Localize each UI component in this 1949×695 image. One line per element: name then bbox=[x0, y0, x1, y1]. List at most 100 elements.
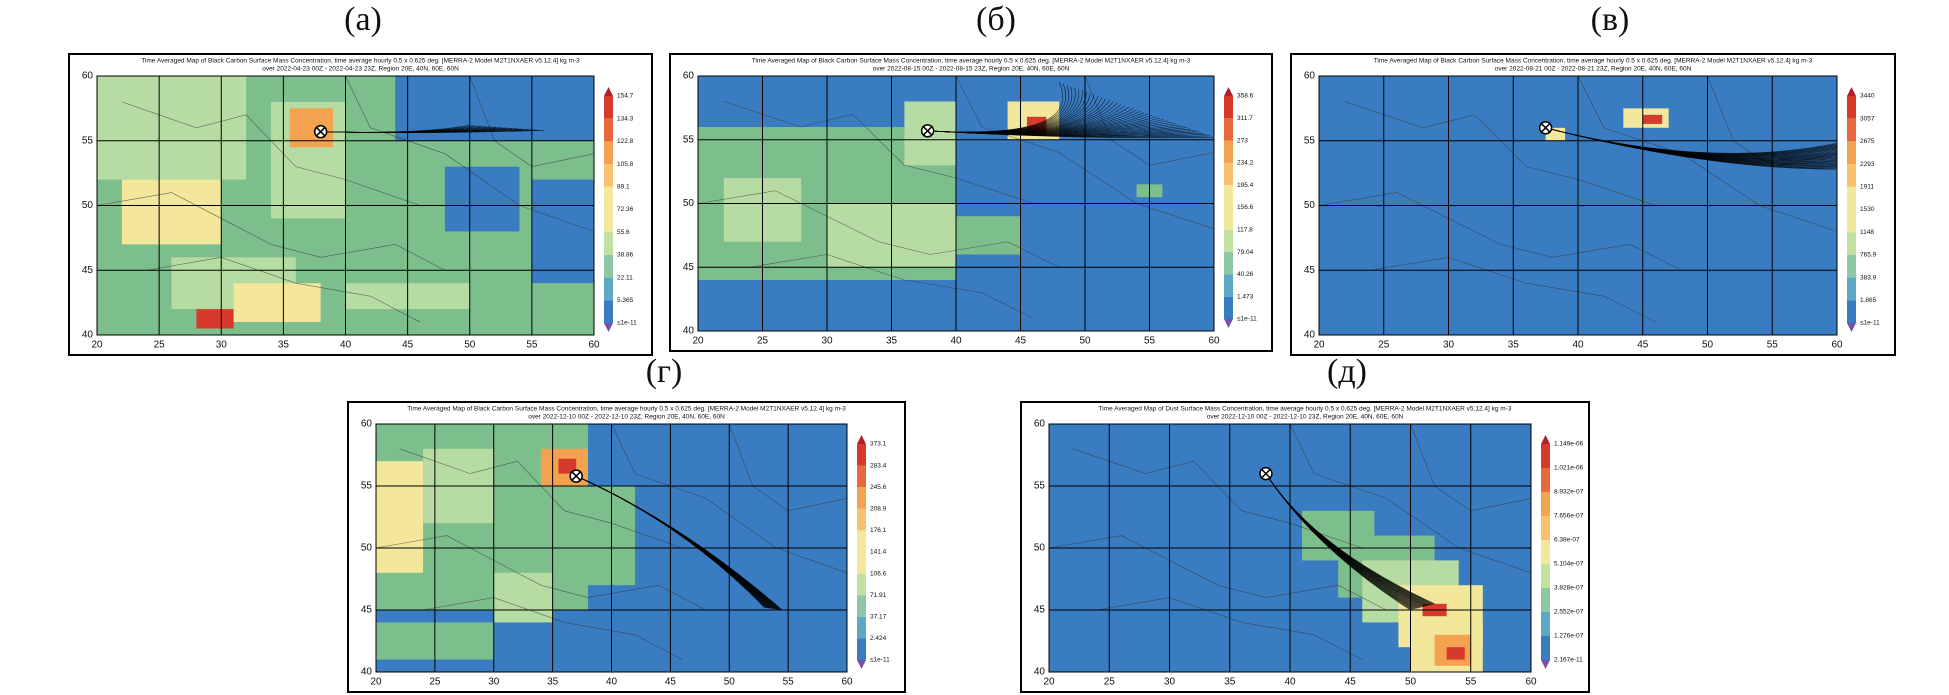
concentration-patch bbox=[444, 166, 520, 232]
colorbar-arrow bbox=[1541, 660, 1550, 669]
colorbar-segment bbox=[1224, 229, 1233, 253]
colorbar-segment bbox=[1847, 277, 1856, 301]
colorbar-label: 311.7 bbox=[1237, 115, 1253, 122]
border-line bbox=[1084, 76, 1214, 166]
colorbar-label: 1.021e-06 bbox=[1554, 465, 1584, 472]
colorbar-label: 208.9 bbox=[870, 506, 887, 513]
y-tick-label: 60 bbox=[361, 419, 373, 430]
map-title: over 2022-08-21 00Z - 2022-08-21 23Z, Re… bbox=[1495, 66, 1692, 73]
colorbar-segment bbox=[1224, 96, 1233, 119]
colorbar-label: 358.6 bbox=[1237, 93, 1254, 100]
x-tick-label: 55 bbox=[1144, 336, 1156, 347]
colorbar-arrow bbox=[1847, 87, 1856, 96]
source-cross bbox=[1541, 123, 1551, 133]
colorbar-segment bbox=[604, 164, 613, 187]
colorbar-arrow bbox=[604, 323, 613, 332]
colorbar-label: 1530 bbox=[1860, 206, 1875, 213]
border-line bbox=[97, 192, 446, 271]
colorbar-arrow bbox=[857, 435, 866, 444]
colorbar-segment bbox=[1541, 516, 1550, 540]
y-tick-label: 40 bbox=[1034, 667, 1046, 678]
colorbar-label: 2.167e-11 bbox=[1554, 657, 1583, 664]
x-tick-label: 35 bbox=[1224, 677, 1236, 688]
colorbar-segment bbox=[604, 300, 613, 323]
trajectory bbox=[576, 475, 765, 608]
trajectory bbox=[1265, 473, 1411, 611]
x-tick-label: 20 bbox=[1043, 677, 1055, 688]
colorbar-label: 22.11 bbox=[617, 274, 633, 281]
colorbar-segment bbox=[857, 616, 866, 639]
source-cross bbox=[923, 126, 933, 136]
concentration-patch bbox=[121, 179, 222, 245]
map-area bbox=[97, 76, 594, 335]
colorbar-label: 1.865 bbox=[1860, 297, 1877, 304]
plot-frame bbox=[697, 75, 1215, 332]
colorbar-segment bbox=[1224, 140, 1233, 163]
border-line bbox=[345, 76, 594, 232]
colorbar-label: 2.424 bbox=[870, 635, 887, 642]
colorbar-label: 373.1 bbox=[870, 441, 887, 448]
colorbar-segment bbox=[857, 487, 866, 509]
x-tick-label: 55 bbox=[1767, 340, 1779, 351]
colorbar-segment bbox=[1224, 252, 1233, 275]
x-tick-label: 55 bbox=[1465, 677, 1477, 688]
panel-label: (г) bbox=[646, 353, 683, 390]
border-line bbox=[1410, 424, 1531, 512]
colorbar-segment bbox=[857, 573, 866, 596]
colorbar-label: 6.38e-07 bbox=[1554, 537, 1580, 544]
source-cross bbox=[571, 471, 581, 481]
colorbar-label: 1.149e-06 bbox=[1554, 441, 1584, 448]
colorbar-segment bbox=[857, 552, 866, 574]
y-tick-label: 40 bbox=[82, 330, 94, 341]
colorbar-label: 141.4 bbox=[870, 549, 887, 556]
colorbar-label: 383.9 bbox=[1860, 274, 1877, 281]
colorbar-segment bbox=[604, 209, 613, 233]
colorbar-segment bbox=[1541, 492, 1550, 516]
x-tick-label: 60 bbox=[1525, 677, 1537, 688]
concentration-patch bbox=[493, 572, 553, 623]
colorbar-label: 195.4 bbox=[1237, 182, 1254, 189]
concentration-patch bbox=[97, 76, 247, 180]
x-tick-label: 25 bbox=[757, 336, 769, 347]
x-tick-label: 45 bbox=[1637, 340, 1649, 351]
colorbar-segment bbox=[1224, 118, 1233, 141]
colorbar-segment bbox=[1541, 564, 1550, 588]
colorbar-label: 245.6 bbox=[870, 484, 887, 491]
y-tick-label: 55 bbox=[683, 134, 695, 145]
map-title: Time Averaged Map of Black Carbon Surfac… bbox=[407, 406, 846, 413]
x-tick-label: 50 bbox=[724, 677, 736, 688]
concentration-patch bbox=[289, 108, 334, 148]
colorbar-segment bbox=[1541, 444, 1550, 468]
map-panel: (а) Time Averaged Map of Black Carbon Sur… bbox=[68, 1, 653, 356]
colorbar-label: 5.365 bbox=[617, 297, 634, 304]
colorbar-segment bbox=[857, 638, 866, 660]
colorbar-label: ≤1e-11 bbox=[870, 657, 890, 664]
colorbar-label: 3.828e-07 bbox=[1554, 585, 1584, 592]
concentration-patch bbox=[1642, 114, 1663, 124]
x-tick-label: 20 bbox=[692, 336, 704, 347]
colorbar-segment bbox=[1847, 141, 1856, 165]
map-panel: (в) Time Averaged Map of Black Carbon Sur… bbox=[1290, 1, 1896, 356]
y-tick-label: 50 bbox=[361, 543, 373, 554]
colorbar-label: 40.26 bbox=[1237, 271, 1254, 278]
source-cross bbox=[316, 127, 326, 137]
map-panel: (д) Time Averaged Map of Dust Surface Mas… bbox=[1020, 353, 1590, 693]
x-tick-label: 30 bbox=[821, 336, 833, 347]
x-tick-label: 35 bbox=[886, 336, 898, 347]
x-tick-label: 30 bbox=[1443, 340, 1455, 351]
colorbar-label: 37.17 bbox=[870, 614, 887, 621]
map-title: over 2022-12-10 00Z - 2022-12-10 23Z, Re… bbox=[528, 414, 725, 421]
y-tick-label: 60 bbox=[683, 71, 695, 82]
colorbar-label: ≤1e-11 bbox=[1860, 320, 1880, 327]
colorbar-segment bbox=[1847, 300, 1856, 323]
border-line bbox=[1049, 535, 1387, 611]
colorbar-label: 79.04 bbox=[1237, 249, 1254, 256]
colorbar-label: 156.6 bbox=[1237, 204, 1254, 211]
colorbar-segment bbox=[1847, 209, 1856, 233]
concentration-patch bbox=[956, 216, 1021, 255]
x-tick-label: 45 bbox=[1015, 336, 1027, 347]
colorbar-arrow bbox=[1541, 435, 1550, 444]
colorbar-label: 3440 bbox=[1860, 93, 1875, 100]
map-title: Time Averaged Map of Black Carbon Surfac… bbox=[1374, 58, 1813, 65]
